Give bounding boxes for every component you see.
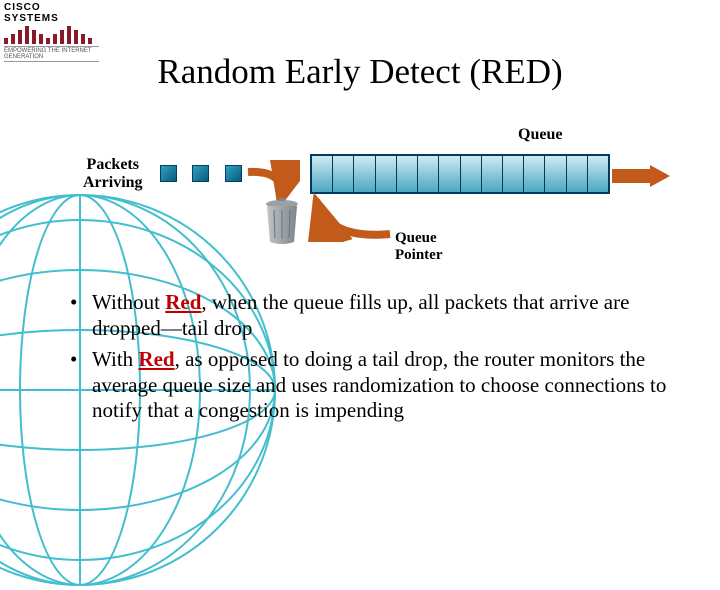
queue	[310, 154, 610, 194]
pointer-arrow	[308, 192, 398, 242]
trash-icon	[264, 198, 300, 244]
red-keyword: Red	[138, 347, 174, 371]
packet	[160, 165, 177, 182]
cisco-name: CISCO SYSTEMS	[4, 2, 99, 24]
bullet-list: Without Red, when the queue fills up, al…	[70, 290, 680, 430]
red-keyword: Red	[165, 290, 201, 314]
queue-label: Queue	[518, 126, 562, 144]
exit-arrow	[612, 165, 672, 187]
bullet-item: With Red, as opposed to doing a tail dro…	[70, 347, 680, 424]
bullet-item: Without Red, when the queue fills up, al…	[70, 290, 680, 341]
packet	[192, 165, 209, 182]
cisco-bars	[4, 26, 99, 44]
packets-arriving-label: Packets Arriving	[83, 156, 143, 191]
queue-pointer-label: Queue Pointer	[395, 230, 442, 263]
slide-title: Random Early Detect (RED)	[0, 52, 720, 92]
